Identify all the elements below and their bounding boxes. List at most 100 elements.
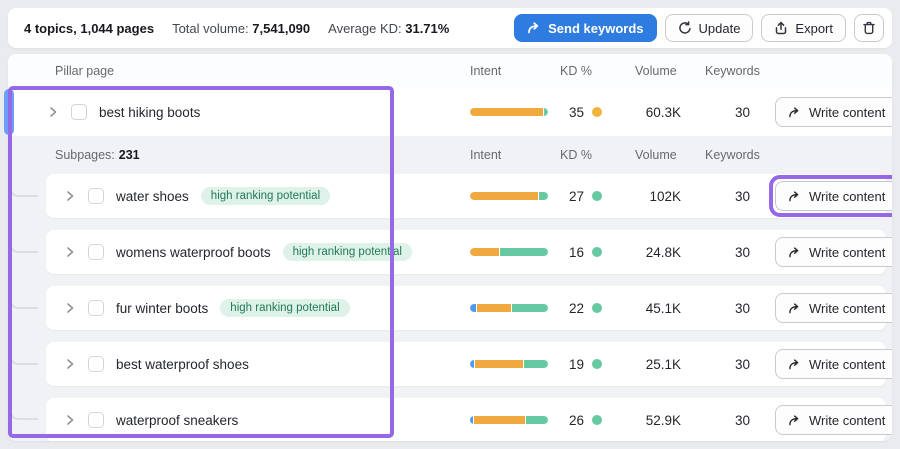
row-checkbox[interactable] bbox=[88, 244, 104, 260]
expand-chevron-icon[interactable] bbox=[65, 301, 76, 315]
write-content-label: Write content bbox=[809, 188, 886, 204]
intent-segment-transactional bbox=[511, 304, 548, 312]
kd-value: 27 bbox=[568, 188, 584, 204]
write-content-wrap: Write content bbox=[769, 91, 892, 133]
expand-chevron-icon[interactable] bbox=[65, 189, 76, 203]
intent-segment-informational bbox=[470, 416, 474, 424]
row-label: fur winter boots bbox=[116, 300, 209, 316]
col-header-keywords: Keywords bbox=[705, 64, 760, 78]
write-content-button[interactable]: Write content bbox=[775, 237, 892, 267]
share-arrow-icon bbox=[789, 246, 799, 257]
write-content-label: Write content bbox=[809, 104, 886, 120]
write-content-button[interactable]: Write content bbox=[775, 293, 892, 323]
kd-value: 22 bbox=[568, 300, 584, 316]
intent-segment-commercial bbox=[470, 108, 544, 116]
subpages-count: 231 bbox=[118, 148, 140, 162]
row-label: best waterproof shoes bbox=[116, 356, 249, 372]
write-content-label: Write content bbox=[809, 300, 886, 316]
volume-value: 25.1K bbox=[645, 356, 681, 372]
share-arrow-icon bbox=[789, 414, 799, 425]
kd-dot bbox=[592, 191, 602, 201]
volume-value: 24.8K bbox=[645, 244, 681, 260]
export-icon bbox=[776, 21, 787, 35]
write-content-wrap: Write content bbox=[769, 343, 892, 385]
row-label: womens waterproof boots bbox=[116, 244, 271, 260]
keywords-value: 30 bbox=[734, 104, 750, 120]
row-checkbox[interactable] bbox=[88, 356, 104, 372]
delete-button[interactable] bbox=[854, 14, 884, 42]
table-row: fur winter boots high ranking potential … bbox=[46, 286, 892, 330]
intent-bar bbox=[470, 192, 548, 200]
table-row: waterproof sneakers 26 52.9K 30 Write co… bbox=[46, 398, 892, 441]
col-header-intent: Intent bbox=[470, 64, 502, 78]
write-content-button[interactable]: Write content bbox=[775, 181, 892, 211]
intent-segment-transactional bbox=[524, 360, 548, 368]
row-label: best hiking boots bbox=[99, 104, 201, 120]
ranking-badge: high ranking potential bbox=[220, 299, 350, 317]
table-row: womens waterproof boots high ranking pot… bbox=[46, 230, 892, 274]
send-keywords-button[interactable]: Send keywords bbox=[514, 14, 657, 42]
refresh-icon bbox=[678, 21, 691, 34]
expand-chevron-icon[interactable] bbox=[48, 105, 59, 119]
kd-dot bbox=[592, 247, 602, 257]
expand-chevron-icon[interactable] bbox=[65, 245, 76, 259]
expand-chevron-icon[interactable] bbox=[65, 413, 76, 427]
row-checkbox[interactable] bbox=[88, 188, 104, 204]
col-header-kd: KD % bbox=[560, 64, 592, 78]
table-header: Pillar page Intent KD % Volume Keywords bbox=[8, 54, 892, 88]
share-arrow-icon bbox=[789, 190, 799, 201]
write-content-button[interactable]: Write content bbox=[775, 349, 892, 379]
keywords-value: 30 bbox=[734, 356, 750, 372]
volume-value: 45.1K bbox=[645, 300, 681, 316]
row-checkbox[interactable] bbox=[88, 412, 104, 428]
intent-bar bbox=[470, 416, 548, 424]
send-keywords-label: Send keywords bbox=[548, 20, 644, 36]
col-header-volume: Volume bbox=[635, 64, 677, 78]
col-header-volume: Volume bbox=[635, 148, 677, 162]
row-checkbox[interactable] bbox=[71, 104, 87, 120]
summary-stats: 4 topics, 1,044 pages Total volume: 7,54… bbox=[24, 21, 449, 36]
kd-dot bbox=[592, 107, 602, 117]
trash-icon bbox=[863, 21, 875, 35]
intent-segment-commercial bbox=[470, 248, 499, 256]
subpages-section: Subpages: 231 Intent KD % Volume Keywords… bbox=[8, 136, 892, 441]
intent-segment-commercial bbox=[474, 360, 524, 368]
subpages-count-label: Subpages: 231 bbox=[8, 148, 463, 162]
col-header-pillar-page: Pillar page bbox=[55, 64, 115, 78]
average-kd-value: 31.71% bbox=[405, 20, 450, 36]
write-content-wrap: Write content bbox=[769, 287, 892, 329]
table-row: best waterproof shoes 19 25.1K 30 Write … bbox=[46, 342, 892, 386]
table-row: water shoes high ranking potential 27 10… bbox=[46, 174, 892, 218]
keywords-value: 30 bbox=[734, 188, 750, 204]
write-content-label: Write content bbox=[809, 356, 886, 372]
row-label: water shoes bbox=[116, 188, 189, 204]
intent-segment-transactional bbox=[525, 416, 548, 424]
ranking-badge: high ranking potential bbox=[282, 243, 412, 261]
write-content-wrap: Write content bbox=[769, 399, 892, 441]
subpages-label: Subpages: bbox=[55, 148, 115, 162]
intent-bar bbox=[470, 108, 548, 116]
volume-value: 102K bbox=[649, 188, 681, 204]
col-header-intent: Intent bbox=[470, 148, 502, 162]
row-checkbox[interactable] bbox=[88, 300, 104, 316]
intent-segment-commercial bbox=[470, 192, 538, 200]
row-label: waterproof sneakers bbox=[116, 412, 239, 428]
write-content-wrap: Write content bbox=[769, 175, 892, 217]
intent-segment-commercial bbox=[474, 416, 525, 424]
share-arrow-icon bbox=[789, 106, 799, 117]
topics-pages-count: 4 topics, 1,044 pages bbox=[24, 20, 155, 36]
kd-value: 16 bbox=[568, 244, 584, 260]
kd-value: 26 bbox=[568, 412, 584, 428]
volume-value: 52.9K bbox=[645, 412, 681, 428]
total-volume-value: 7,541,090 bbox=[252, 20, 311, 36]
intent-segment-transactional bbox=[538, 192, 548, 200]
col-header-keywords: Keywords bbox=[705, 148, 760, 162]
export-button[interactable]: Export bbox=[761, 14, 846, 42]
update-button[interactable]: Update bbox=[664, 14, 754, 42]
expand-chevron-icon[interactable] bbox=[65, 357, 76, 371]
write-content-button[interactable]: Write content bbox=[775, 405, 892, 435]
toolbar: 4 topics, 1,044 pages Total volume: 7,54… bbox=[8, 8, 892, 48]
total-volume-label: Total volume: bbox=[172, 20, 249, 36]
kd-dot bbox=[592, 303, 602, 313]
write-content-button[interactable]: Write content bbox=[775, 97, 892, 127]
